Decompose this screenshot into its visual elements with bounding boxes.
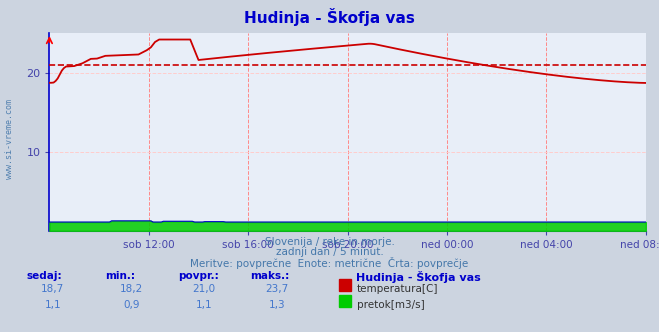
Text: 1,1: 1,1 (44, 300, 61, 310)
Text: 23,7: 23,7 (265, 284, 289, 294)
Text: 0,9: 0,9 (123, 300, 140, 310)
Text: pretok[m3/s]: pretok[m3/s] (357, 300, 424, 310)
Text: Hudinja - Škofja vas: Hudinja - Škofja vas (356, 271, 480, 283)
Text: povpr.:: povpr.: (178, 271, 219, 281)
Text: temperatura[C]: temperatura[C] (357, 284, 438, 294)
Text: Slovenija / reke in morje.: Slovenija / reke in morje. (264, 237, 395, 247)
Text: maks.:: maks.: (250, 271, 290, 281)
Text: 1,3: 1,3 (268, 300, 285, 310)
Text: 21,0: 21,0 (192, 284, 216, 294)
Text: 18,7: 18,7 (41, 284, 65, 294)
Text: 18,2: 18,2 (120, 284, 144, 294)
Text: www.si-vreme.com: www.si-vreme.com (5, 100, 14, 179)
Text: Hudinja - Škofja vas: Hudinja - Škofja vas (244, 8, 415, 26)
Text: Meritve: povprečne  Enote: metrične  Črta: povprečje: Meritve: povprečne Enote: metrične Črta:… (190, 257, 469, 269)
Text: zadnji dan / 5 minut.: zadnji dan / 5 minut. (275, 247, 384, 257)
Text: sedaj:: sedaj: (26, 271, 62, 281)
Text: min.:: min.: (105, 271, 136, 281)
Text: 1,1: 1,1 (196, 300, 213, 310)
